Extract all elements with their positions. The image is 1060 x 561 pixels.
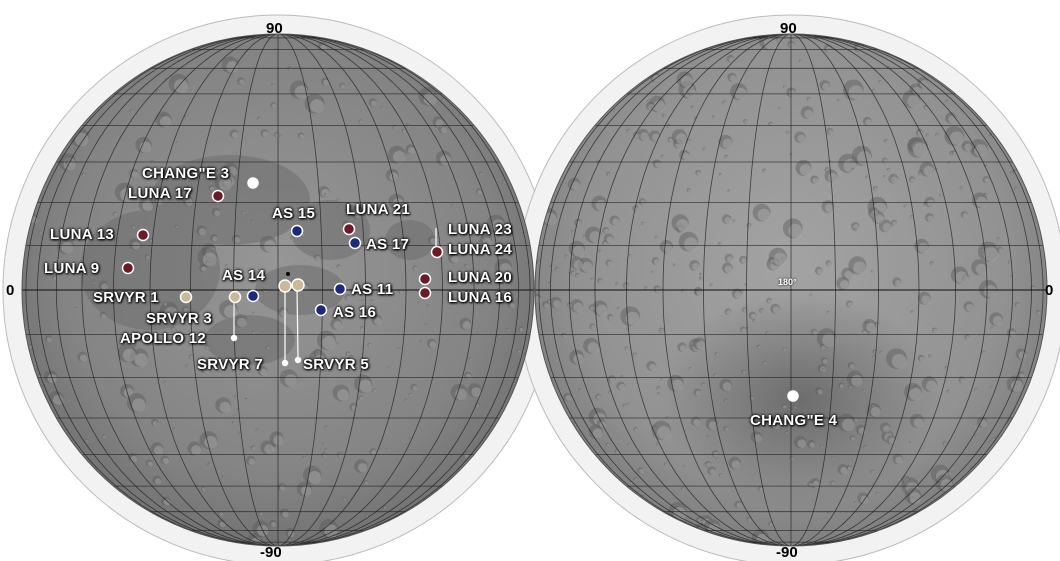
far-center-label: 180° xyxy=(778,277,797,287)
label-luna9: LUNA 9 xyxy=(44,260,100,277)
label-change3: CHANG"E 3 xyxy=(142,165,230,182)
label-luna16: LUNA 16 xyxy=(448,289,513,306)
label-luna21: LUNA 21 xyxy=(346,201,411,218)
marker-srvyr7-dot xyxy=(281,359,289,367)
marker-luna9[interactable] xyxy=(121,261,135,275)
label-luna17: LUNA 17 xyxy=(128,185,193,202)
marker-apollo12[interactable] xyxy=(230,334,238,342)
label-change4: CHANG"E 4 xyxy=(750,412,838,429)
marker-change3[interactable] xyxy=(247,177,259,189)
marker-as15[interactable] xyxy=(290,224,304,238)
label-luna23: LUNA 23 xyxy=(448,221,513,238)
label-srvyr5: SRVYR 5 xyxy=(303,356,370,373)
marker-as17[interactable] xyxy=(348,236,362,250)
near-west-label: 0 xyxy=(6,282,15,299)
far-north-label: 90 xyxy=(780,20,797,37)
marker-luna20[interactable] xyxy=(418,272,432,286)
label-as16: AS 16 xyxy=(333,304,377,321)
site-markers xyxy=(121,177,799,402)
marker-luna17[interactable] xyxy=(211,189,225,203)
near-side-craters xyxy=(27,35,528,546)
label-as15: AS 15 xyxy=(272,205,316,222)
marker-srvyr3[interactable] xyxy=(228,290,242,304)
marker-as14[interactable] xyxy=(246,289,260,303)
label-luna13: LUNA 13 xyxy=(50,226,115,243)
label-as17: AS 17 xyxy=(366,236,410,253)
label-as14: AS 14 xyxy=(222,267,266,284)
label-srvyr1: SRVYR 1 xyxy=(93,289,160,306)
marker-as16[interactable] xyxy=(314,303,328,317)
marker-srvyr7[interactable] xyxy=(278,279,292,293)
label-apollo12: APOLLO 12 xyxy=(120,330,207,347)
label-luna20: LUNA 20 xyxy=(448,269,513,286)
south-pole-aitken-basin xyxy=(660,290,940,510)
marker-change4[interactable] xyxy=(787,390,799,402)
near-south-label: -90 xyxy=(260,544,282,561)
marker-luna13[interactable] xyxy=(136,228,150,242)
far-south-label: -90 xyxy=(776,544,798,561)
label-as11: AS 11 xyxy=(351,281,394,298)
marker-luna16[interactable] xyxy=(418,286,432,300)
marker-as11[interactable] xyxy=(333,282,347,296)
far-east-label: 0 xyxy=(1045,282,1054,299)
far-side-craters xyxy=(535,34,1041,546)
near-north-label: 90 xyxy=(266,20,283,37)
label-srvyr7: SRVYR 7 xyxy=(197,356,264,373)
label-srvyr3: SRVYR 3 xyxy=(146,310,213,327)
marker-srvyr1[interactable] xyxy=(179,290,193,304)
marker-srvyr5-dot xyxy=(294,356,302,364)
near-side-graticule xyxy=(22,34,534,546)
label-luna24: LUNA 24 xyxy=(448,241,513,258)
far-side-graticule xyxy=(535,34,1047,546)
marker-luna21[interactable] xyxy=(342,222,356,236)
marker-srvyr5[interactable] xyxy=(291,278,305,292)
marker-luna23[interactable] xyxy=(430,245,444,259)
